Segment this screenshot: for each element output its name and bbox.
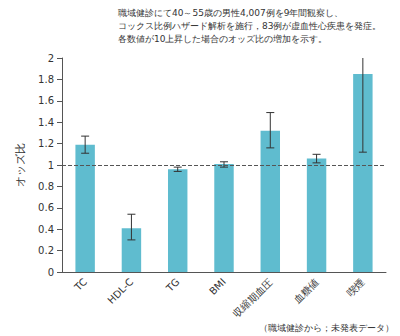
svg-text:1.2: 1.2: [38, 138, 54, 149]
svg-text:職域健診にて40～55歳の男性4,007例を9年間観察し、: 職域健診にて40～55歳の男性4,007例を9年間観察し、: [118, 8, 343, 18]
svg-text:0.8: 0.8: [38, 181, 54, 192]
svg-text:各数値が10上昇した場合のオッズ比の増加を示す。: 各数値が10上昇した場合のオッズ比の増加を示す。: [118, 34, 327, 44]
svg-text:喫煙: 喫煙: [345, 276, 367, 298]
svg-text:2: 2: [48, 53, 54, 64]
svg-text:0.6: 0.6: [38, 202, 54, 213]
svg-text:血糖値: 血糖値: [291, 276, 320, 305]
svg-text:1.4: 1.4: [38, 117, 54, 128]
svg-text:1.8: 1.8: [38, 74, 54, 85]
svg-text:1.6: 1.6: [38, 95, 54, 106]
svg-text:0: 0: [48, 267, 54, 278]
svg-text:0.2: 0.2: [38, 245, 54, 256]
svg-text:1: 1: [48, 160, 54, 171]
svg-text:BMI: BMI: [207, 276, 228, 297]
svg-text:（職域健診から；未発表データ）: （職域健診から；未発表データ）: [259, 323, 394, 333]
svg-text:TC: TC: [72, 276, 89, 293]
svg-text:HDL-C: HDL-C: [105, 276, 135, 306]
svg-text:0.4: 0.4: [38, 224, 54, 235]
svg-text:TG: TG: [163, 276, 181, 294]
svg-text:コックス比例ハザード解析を施行，83例が虚血性心疾患を発症。: コックス比例ハザード解析を施行，83例が虚血性心疾患を発症。: [118, 21, 381, 31]
svg-text:収縮期血圧: 収縮期血圧: [231, 276, 274, 319]
svg-text:オッズ比: オッズ比: [14, 143, 27, 187]
